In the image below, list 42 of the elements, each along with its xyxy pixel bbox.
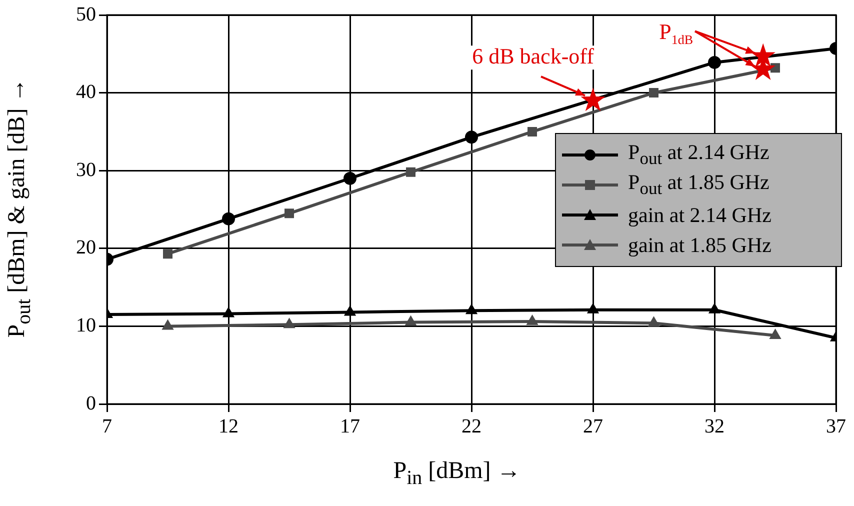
point xyxy=(222,212,235,226)
point xyxy=(222,307,234,318)
y-tick-label: 30 xyxy=(76,158,96,181)
x-tick-label: 22 xyxy=(462,415,482,438)
legend-label: gain at 2.14 GHz xyxy=(628,202,772,228)
point xyxy=(526,315,538,326)
point xyxy=(405,316,416,326)
x-axis-title: P$_{in}$ [dBm] → xyxy=(392,458,522,490)
point xyxy=(649,88,658,98)
x-tick-label: 37 xyxy=(826,415,846,438)
y-tick-label: 20 xyxy=(76,236,96,259)
point xyxy=(648,316,660,327)
point xyxy=(708,56,721,69)
point xyxy=(750,43,776,67)
legend-label: P$_{out}$ at 2.14 GHz xyxy=(628,140,770,170)
point xyxy=(284,318,295,328)
point xyxy=(770,329,781,340)
annotation: 6 dB back-off xyxy=(472,44,595,69)
point xyxy=(406,167,416,177)
y-tick-label: 10 xyxy=(76,314,96,336)
point xyxy=(580,88,606,112)
point xyxy=(770,63,780,73)
x-tick-label: 32 xyxy=(704,415,724,438)
point xyxy=(163,249,172,259)
point xyxy=(587,303,599,314)
point xyxy=(344,172,356,185)
x-tick-label: 27 xyxy=(583,415,603,438)
y-tick-label: 0 xyxy=(86,392,96,414)
legend-label: P$_{out}$ at 1.85 GHz xyxy=(628,170,770,200)
point xyxy=(344,306,356,316)
point xyxy=(465,130,478,144)
y-tick-label: 50 xyxy=(76,3,96,26)
x-tick-label: 7 xyxy=(102,415,112,438)
point xyxy=(528,126,537,136)
point xyxy=(466,304,478,314)
x-tick-label: 17 xyxy=(340,415,360,438)
point xyxy=(708,303,720,314)
x-tick-label: 12 xyxy=(218,415,238,438)
point xyxy=(162,320,174,330)
legend-label: gain at 1.85 GHz xyxy=(628,232,772,258)
point xyxy=(284,208,294,218)
y-tick-label: 40 xyxy=(76,81,96,104)
